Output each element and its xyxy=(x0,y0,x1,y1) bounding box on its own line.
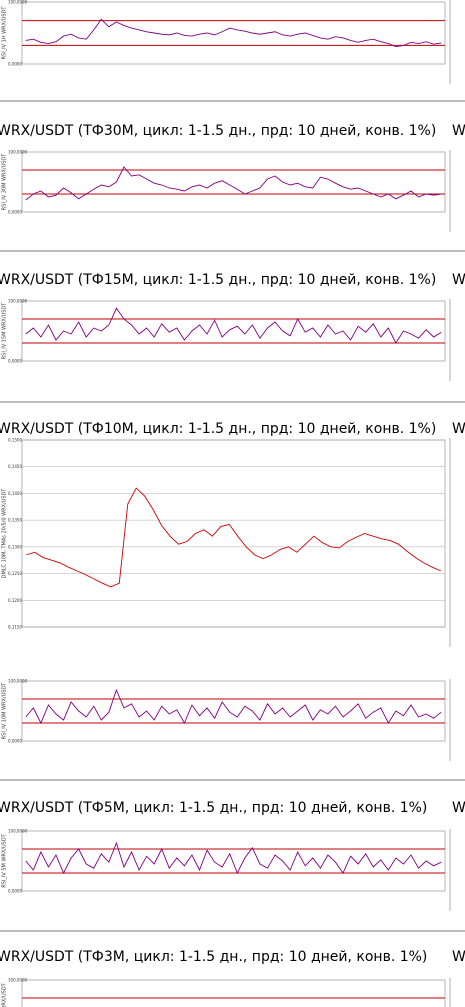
chart: WRX/USDT (ТФ10М, цикл: 1-1.5 дн., прд: 1… xyxy=(0,421,465,647)
y-tick-label: 0,1400 xyxy=(8,491,22,496)
plot-frame xyxy=(21,979,446,1007)
series-line xyxy=(26,487,441,588)
chart-title-next-column: WRX/USDT (ТФ10М, цикл: 1-1.5 дн., прд: 1… xyxy=(452,421,465,437)
separator xyxy=(0,779,465,781)
y-tick-label: 100,0000 xyxy=(8,299,28,304)
y-tick-label: 0,1250 xyxy=(8,571,22,576)
y-tick-label: 0,0000 xyxy=(8,739,22,744)
chart-title-next-column: WRX/USDT (ТФ3М, цикл: 1-1.5 дн., прд: 10… xyxy=(452,949,465,965)
separator xyxy=(0,100,465,102)
plot-frame xyxy=(21,830,446,892)
y-axis-title: RSI_IV 5M WRX/USDT xyxy=(2,833,8,887)
chart-title: WRX/USDT (ТФ15М, цикл: 1-1.5 дн., прд: 1… xyxy=(0,272,436,288)
y-tick-label: 0,0000 xyxy=(8,359,22,364)
series-line xyxy=(25,166,442,201)
chart-title: WRX/USDT (ТФ5М, цикл: 1-1.5 дн., прд: 10… xyxy=(0,800,427,816)
chart: WRX/USDT (ТФ30М, цикл: 1-1.5 дн., прд: 1… xyxy=(0,123,465,232)
plot-frame xyxy=(21,680,446,742)
plot-frame xyxy=(21,300,446,362)
plot-frame xyxy=(21,1,446,65)
y-tick-label: 0,1200 xyxy=(8,598,22,603)
y-axis-title: RSI_IV 1H WRX/USDT xyxy=(2,6,8,60)
y-tick-label: 0,0000 xyxy=(8,62,22,67)
chart-title-next-column: WRX/USDT (ТФ15М, цикл: 1-1.5 дн., прд: 1… xyxy=(452,272,465,288)
y-tick-label: 100,0000 xyxy=(8,150,28,155)
series-line xyxy=(25,688,442,725)
plot-frame xyxy=(21,151,446,213)
chart-title: WRX/USDT (ТФ30М, цикл: 1-1.5 дн., прд: 1… xyxy=(0,123,436,139)
chart-title-next-column: WRX/USDT (ТФ5М, цикл: 1-1.5 дн., прд: 10… xyxy=(452,800,465,816)
y-axis-title: DMLC 10M, TMAs 20/5/0 WRX/USDT xyxy=(2,488,8,579)
series-line xyxy=(25,18,442,48)
chart-title: WRX/USDT (ТФ3М, цикл: 1-1.5 дн., прд: 10… xyxy=(0,949,427,965)
chart: WRX/USDT (ТФ5М, цикл: 1-1.5 дн., прд: 10… xyxy=(0,800,465,911)
y-axis-title: RSI_IV 30M WRX/USDT xyxy=(2,153,8,211)
y-axis-title: RSI_IV 10M WRX/USDT xyxy=(2,682,8,740)
series-line xyxy=(25,841,442,875)
chart-title-next-column: WRX/USDT (ТФ30М, цикл: 1-1.5 дн., прд: 1… xyxy=(452,123,465,139)
y-tick-label: 100,0000 xyxy=(8,829,28,834)
separator xyxy=(0,250,465,252)
y-tick-label: 100,0000 xyxy=(8,978,28,983)
separators xyxy=(0,100,465,932)
y-tick-label: 100,0000 xyxy=(8,0,28,5)
y-tick-label: 100,0000 xyxy=(8,679,28,684)
y-tick-label: 0,1300 xyxy=(8,544,22,549)
series-line xyxy=(25,307,442,344)
chart: WRX/USDT (ТФ3М, цикл: 1-1.5 дн., прд: 10… xyxy=(0,949,465,1007)
y-tick-label: 0,0000 xyxy=(8,210,22,215)
chart-title: WRX/USDT (ТФ10М, цикл: 1-1.5 дн., прд: 1… xyxy=(0,421,436,437)
separator xyxy=(0,401,465,403)
y-tick-label: 0,0000 xyxy=(8,889,22,894)
separator xyxy=(0,930,465,932)
y-tick-label: 0,1450 xyxy=(8,464,22,469)
plot-frame xyxy=(21,439,446,628)
chart: WRX/USDT (ТФ15М, цикл: 1-1.5 дн., прд: 1… xyxy=(0,272,465,381)
y-tick-label: 0,1500 xyxy=(8,438,22,443)
y-tick-label: 0,1350 xyxy=(8,518,22,523)
y-axis-title: RSI_IV 15M WRX/USDT xyxy=(2,302,8,360)
y-tick-label: 0,1150 xyxy=(8,625,22,630)
y-axis-title: RSI_IV 3M WRX/USDT xyxy=(2,982,8,1007)
